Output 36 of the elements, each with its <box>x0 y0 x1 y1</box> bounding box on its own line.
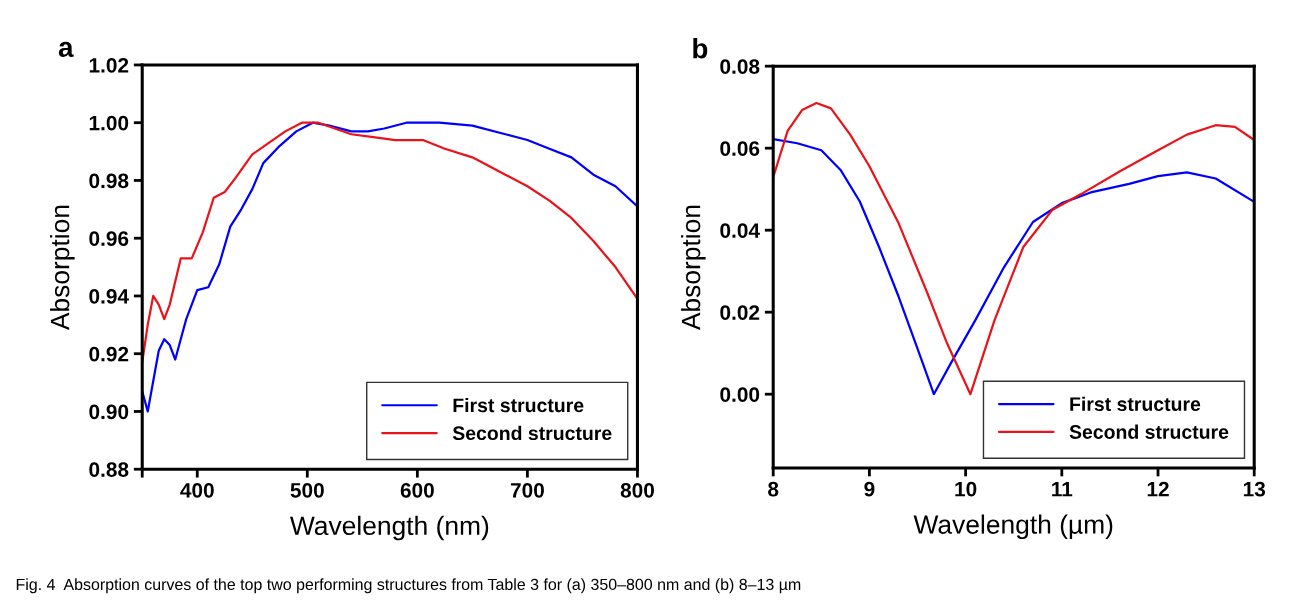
y-tick-label: 0.96 <box>89 231 129 246</box>
y-tick-label: 0.08 <box>720 59 760 74</box>
y-tick-label: 0.06 <box>720 141 760 156</box>
y-tick-label: 1.02 <box>89 57 129 73</box>
x-tick-label: 13 <box>1243 481 1266 497</box>
line-series <box>142 121 638 413</box>
x-axis-title: Wavelength (µm) <box>913 514 1113 540</box>
legend-label: First structure <box>453 397 584 413</box>
y-tick-label: 0.88 <box>89 462 129 477</box>
x-tick-label: 600 <box>400 482 434 498</box>
y-tick-label: 0.98 <box>89 173 129 189</box>
y-tick-label: 0.02 <box>720 305 760 320</box>
x-tick-label: 400 <box>180 482 214 498</box>
x-tick-label: 9 <box>864 481 875 497</box>
x-tick-label: 11 <box>1052 481 1073 497</box>
x-tick-label: 700 <box>510 482 544 498</box>
chart-title: a <box>58 41 74 58</box>
y-tick-label: 0.04 <box>720 223 760 238</box>
y-tick-label: 0.94 <box>89 288 129 304</box>
y-tick-label: 0.90 <box>89 404 129 420</box>
y-tick-label: 0.92 <box>89 346 129 362</box>
x-tick-label: 10 <box>955 481 977 497</box>
x-tick-label: 800 <box>620 482 654 498</box>
y-axis-title: Absorption <box>680 205 706 331</box>
x-tick-label: 12 <box>1147 481 1169 497</box>
x-axis-title: Wavelength (nm) <box>290 515 489 541</box>
legend-label: Second structure <box>1069 424 1229 439</box>
y-tick-label: 0.00 <box>720 387 760 402</box>
y-tick-label: 1.00 <box>89 115 129 131</box>
x-tick-label: 500 <box>290 482 324 498</box>
legend-label: Second structure <box>452 425 612 441</box>
caption: Fig. 4 Absorption curves of the top two performing structures from Table 3 for (a) 350–800 nm and (b) 8–13 µm <box>16 578 801 594</box>
y-axis-title: Absorption <box>50 205 75 331</box>
chart-title: b <box>693 38 708 59</box>
x-tick-label: 8 <box>768 481 779 497</box>
legend-label: First structure <box>1070 396 1201 412</box>
